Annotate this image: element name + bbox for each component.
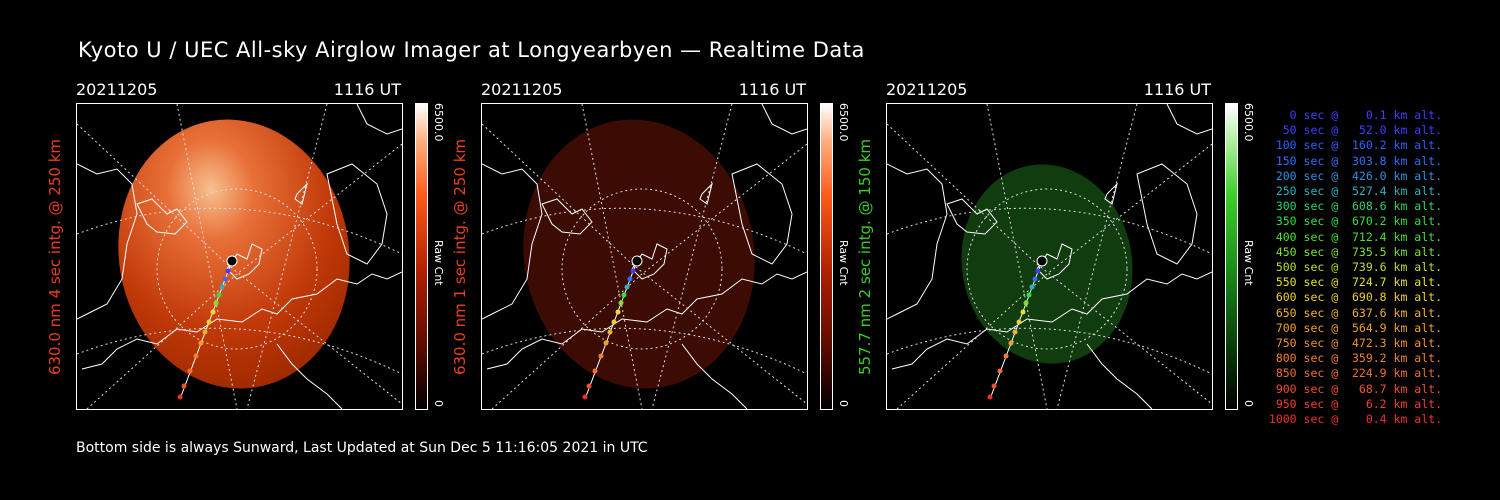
legend-entry: 1000 sec @ 0.4 km alt. <box>1268 412 1442 427</box>
coastline-map <box>77 104 402 409</box>
sky-image-frame <box>886 103 1213 410</box>
legend-entry: 250 sec @ 527.4 km alt. <box>1275 184 1442 199</box>
all-sky-image <box>77 104 402 409</box>
colorbar-max: 6500.0 <box>432 103 445 142</box>
time-altitude-legend: 0 sec @ 0.1 km alt. 50 sec @ 52.0 km alt.… <box>1262 108 1442 427</box>
panel-date: 20211205 <box>886 80 968 99</box>
legend-entry: 300 sec @ 608.6 km alt. <box>1275 199 1442 214</box>
panel-time: 1116 UT <box>333 80 401 99</box>
legend-entry: 400 sec @ 712.4 km alt. <box>1275 229 1442 244</box>
satellite-track <box>582 255 643 400</box>
colorbar-unit: Raw Cnt <box>837 240 850 286</box>
colorbar-min: 0 <box>1242 400 1255 407</box>
grid-lines <box>77 104 402 409</box>
panel-wavelength-label: 557.7 nm 2 sec intg. @ 150 km <box>856 138 874 376</box>
legend-entry: 150 sec @ 303.8 km alt. <box>1275 153 1442 168</box>
legend-entry: 550 sec @ 724.7 km alt. <box>1275 275 1442 290</box>
track-start-point <box>631 255 643 267</box>
all-sky-image <box>887 104 1212 409</box>
footer-note: Bottom side is always Sunward, Last Upda… <box>76 440 648 456</box>
sky-image-frame <box>481 103 808 410</box>
all-sky-image <box>482 104 807 409</box>
legend-entry: 50 sec @ 52.0 km alt. <box>1282 123 1442 138</box>
legend-entry: 0 sec @ 0.1 km alt. <box>1289 108 1442 122</box>
grid-lines <box>887 104 1212 409</box>
legend-entry: 450 sec @ 735.5 km alt. <box>1275 244 1442 259</box>
colorbar-min: 0 <box>432 400 445 407</box>
colorbar-max: 6500.0 <box>837 103 850 142</box>
panel-time: 1116 UT <box>738 80 806 99</box>
track-start-point <box>226 255 238 267</box>
page-title: Kyoto U / UEC All-sky Airglow Imager at … <box>78 38 865 62</box>
legend-entry: 200 sec @ 426.0 km alt. <box>1275 168 1442 183</box>
colorbar-unit: Raw Cnt <box>432 240 445 286</box>
legend-entry: 350 sec @ 670.2 km alt. <box>1275 214 1442 229</box>
legend-entry: 900 sec @ 68.7 km alt. <box>1275 381 1442 396</box>
legend-entry: 600 sec @ 690.8 km alt. <box>1275 290 1442 305</box>
colorbar <box>820 103 833 410</box>
legend-entry: 650 sec @ 637.6 km alt. <box>1275 305 1442 320</box>
airglow-ellipse <box>118 119 350 389</box>
panel-date: 20211205 <box>76 80 158 99</box>
colorbar-max: 6500.0 <box>1242 103 1255 142</box>
coastline-map <box>887 104 1212 409</box>
legend-entry: 750 sec @ 472.3 km alt. <box>1275 336 1442 351</box>
panel-date: 20211205 <box>481 80 563 99</box>
legend-entry: 100 sec @ 160.2 km alt. <box>1275 138 1442 153</box>
panel-wavelength-label: 630.0 nm 1 sec intg. @ 250 km <box>451 138 469 376</box>
airglow-panel-3: 20211205 1116 UT <box>856 80 1291 430</box>
legend-entry: 500 sec @ 739.6 km alt. <box>1275 260 1442 275</box>
coastline-map <box>482 104 807 409</box>
panel-wavelength-label: 630.0 nm 4 sec intg. @ 250 km <box>46 138 64 376</box>
legend-entry: 800 sec @ 359.2 km alt. <box>1275 351 1442 366</box>
panel-time: 1116 UT <box>1143 80 1211 99</box>
colorbar-min: 0 <box>837 400 850 407</box>
colorbar-unit: Raw Cnt <box>1242 240 1255 286</box>
track-start-point <box>1036 255 1048 267</box>
grid-lines <box>482 104 807 409</box>
airglow-panel-1: 20211205 1116 UT <box>46 80 481 430</box>
airglow-ellipse <box>961 164 1133 364</box>
colorbar <box>415 103 428 410</box>
legend-entry: 850 sec @ 224.9 km alt. <box>1275 366 1442 381</box>
legend-entry: 700 sec @ 564.9 km alt. <box>1275 320 1442 335</box>
legend-entry: 950 sec @ 6.2 km alt. <box>1275 396 1442 411</box>
sky-image-frame <box>76 103 403 410</box>
airglow-panel-2: 20211205 1116 UT <box>451 80 886 430</box>
airglow-ellipse <box>523 119 755 389</box>
satellite-track <box>177 255 238 400</box>
colorbar <box>1225 103 1238 410</box>
satellite-track <box>987 255 1048 400</box>
